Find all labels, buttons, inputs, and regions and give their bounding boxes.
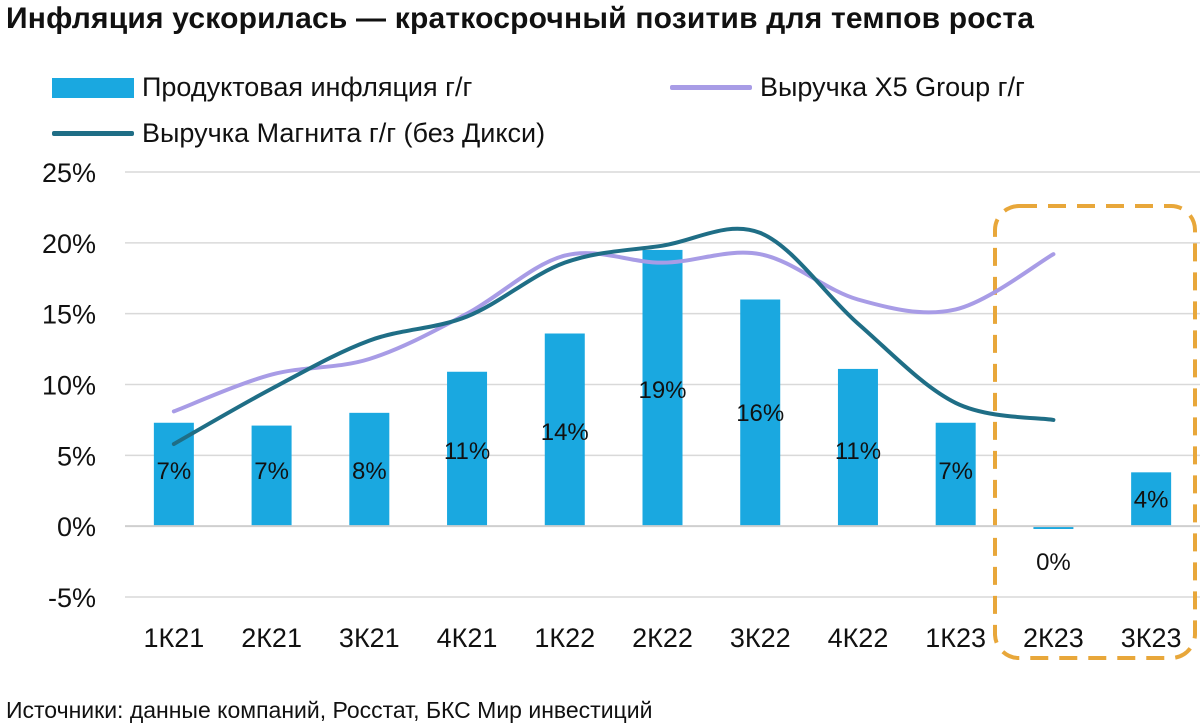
- x-tick-label: 2К21: [241, 623, 302, 653]
- x-tick-label: 3К23: [1121, 623, 1182, 653]
- legend-label-inflation: Продуктовая инфляция г/г: [142, 72, 473, 102]
- legend-swatch-x5: [670, 85, 752, 90]
- x-tick-label: 2К23: [1023, 623, 1084, 653]
- chart-plot: 25% 20% 15% 10% 5% 0% -5% 7% 7% 8% 11% 14% 19% 16% 11%…: [42, 158, 1200, 660]
- bar: [349, 412, 390, 527]
- bar-data-label: 14%: [541, 419, 589, 446]
- bar: [447, 371, 488, 527]
- bar-data-label: 7%: [157, 458, 192, 485]
- bar: [837, 368, 878, 527]
- legend-item-x5: Выручка X5 Group г/г: [670, 72, 1025, 103]
- x-tick-label: 2К22: [632, 623, 693, 653]
- bar-data-label: 7%: [938, 458, 973, 485]
- y-tick-label: 20%: [42, 229, 96, 259]
- bar: [1131, 472, 1172, 527]
- bar-data-label: 8%: [352, 458, 387, 485]
- x-tick-label: 4К21: [437, 623, 498, 653]
- legend-swatch-inflation: [52, 77, 134, 98]
- legend-swatch-magnit: [52, 131, 134, 136]
- legend-label-magnit: Выручка Магнита г/г (без Дикси): [142, 118, 546, 148]
- legend-item-inflation: Продуктовая инфляция г/г: [52, 72, 472, 103]
- bar-data-label: 4%: [1134, 486, 1169, 513]
- y-tick-label: 0%: [57, 512, 96, 542]
- chart-title: Инфляция ускорилась — краткосрочный пози…: [6, 2, 1035, 35]
- bar: [1033, 526, 1074, 529]
- x-tick-label: 1К22: [534, 623, 595, 653]
- legend-item-magnit: Выручка Магнита г/г (без Дикси): [52, 118, 545, 149]
- highlight-box: [993, 204, 1197, 660]
- y-tick-label: 5%: [57, 441, 96, 471]
- y-tick-label: -5%: [48, 583, 96, 613]
- y-tick-label: 15%: [42, 300, 96, 330]
- bar-data-label: 19%: [638, 377, 686, 404]
- source-note: Источники: данные компаний, Росстат, БКС…: [6, 697, 653, 723]
- x-tick-label: 1К21: [143, 623, 204, 653]
- bar-data-label: 11%: [835, 438, 881, 465]
- legend-label-x5: Выручка X5 Group г/г: [760, 72, 1025, 102]
- x-tick-label: 1К23: [925, 623, 986, 653]
- bar: [544, 333, 585, 527]
- bar-data-label: 11%: [444, 438, 490, 465]
- y-tick-label: 25%: [42, 158, 96, 188]
- x-tick-label: 3К21: [339, 623, 400, 653]
- line-series-magnit: [171, 226, 1056, 446]
- bar: [642, 249, 683, 527]
- bar: [935, 422, 976, 527]
- y-tick-label: 10%: [42, 371, 96, 401]
- bar-data-label: 0%: [1036, 549, 1071, 576]
- bar-data-label: 7%: [254, 458, 289, 485]
- line-series-x5: [171, 250, 1056, 414]
- bar: [251, 425, 292, 527]
- bar: [153, 422, 194, 527]
- x-tick-label: 4К22: [828, 623, 889, 653]
- x-tick-label: 3К22: [730, 623, 791, 653]
- bar-data-label: 16%: [736, 400, 784, 427]
- bar: [740, 299, 781, 527]
